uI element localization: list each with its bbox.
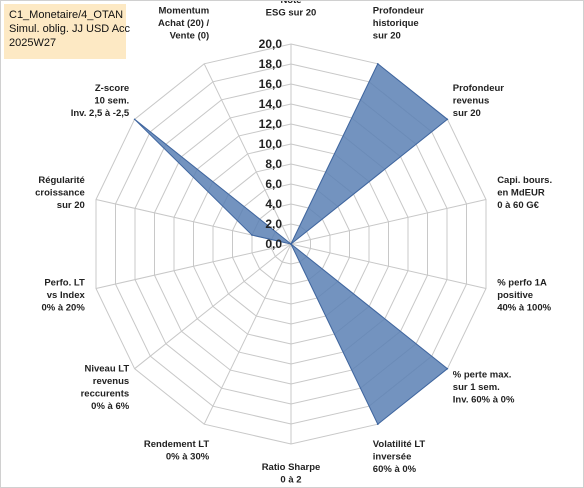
- spoke-9: [134, 243, 292, 370]
- spoke-3: [290, 199, 487, 245]
- axis-label-8: Rendement LT 0% à 30%: [144, 439, 210, 463]
- axis-label-11-line-2: sur 20: [57, 200, 85, 211]
- data-point-0-13: [290, 243, 292, 245]
- spoke-13: [203, 63, 292, 245]
- axis-label-10-line-1: vs Index: [47, 290, 86, 301]
- axis-label-12-line-1: 10 sem.: [94, 95, 129, 106]
- axis-label-8-line-1: 0% à 30%: [166, 452, 210, 463]
- axis-label-4-line-1: positive: [497, 290, 533, 301]
- axis-label-3: Capi. bours. en MdEUR 0 à 60 G€: [497, 175, 552, 211]
- axis-label-10-line-2: 0% à 20%: [41, 302, 85, 313]
- data-point-0-11: [251, 234, 253, 236]
- tick-label-8: 16,0: [259, 77, 283, 91]
- axis-label-1-line-1: historique: [373, 18, 419, 29]
- info-line-3: 2025W27: [9, 37, 57, 49]
- axis-label-2-line-1: revenus: [453, 95, 489, 106]
- axis-label-9-line-0: Niveau LT: [84, 363, 129, 374]
- tick-label-0: 0,0: [265, 237, 282, 251]
- data-point-0-6: [377, 423, 379, 426]
- axis-label-3-line-1: en MdEUR: [497, 188, 545, 199]
- info-box: C1_Monetaire/4_OTAN Simul. oblig. JJ USD…: [4, 4, 131, 59]
- axis-label-10: Perfo. LT vs Index 0% à 20%: [41, 277, 85, 313]
- axis-label-11-line-0: Régularité: [38, 175, 84, 186]
- axis-label-7: Ratio Sharpe 0 à 2: [262, 462, 321, 486]
- axis-label-13-line-1: Achat (20) /: [158, 18, 210, 29]
- axis-label-8-line-0: Rendement LT: [144, 439, 209, 450]
- data-point-0-1: [377, 63, 379, 65]
- axis-label-6-line-2: 60% à 0%: [373, 464, 417, 475]
- axis-label-6-line-0: Volatilité LT: [373, 439, 426, 450]
- data-point-0-2: [446, 118, 449, 121]
- axis-label-11: Régularité croissance sur 20: [35, 175, 85, 211]
- tick-label-4: 8,0: [265, 157, 282, 171]
- axis-label-5-line-1: sur 1 sem.: [453, 382, 500, 393]
- tick-label-1: 2,0: [265, 217, 282, 231]
- axis-label-13: Momentum Achat (20) / Vente (0): [158, 5, 210, 41]
- spoke-8: [203, 243, 292, 425]
- axis-label-4-line-2: 40% à 100%: [497, 302, 551, 313]
- axis-label-5: % perte max. sur 1 sem. Inv. 60% à 0%: [453, 370, 515, 406]
- axis-label-1-line-2: sur 20: [373, 30, 401, 41]
- axis-label-7-line-0: Ratio Sharpe: [262, 462, 321, 473]
- axis-label-4: % perfo 1A positive 40% à 100%: [497, 277, 551, 313]
- axis-label-0: Note ESG sur 20: [266, 1, 317, 19]
- axis-label-3-line-2: 0 à 60 G€: [497, 200, 539, 211]
- axis-label-0-line-1: ESG sur 20: [266, 8, 317, 19]
- axis-label-2: Profondeur revenus sur 20: [453, 83, 504, 119]
- axis-label-3-line-0: Capi. bours.: [497, 175, 552, 186]
- axis-label-9-line-2: reccurents: [81, 388, 130, 399]
- axis-label-0-line-0: Note: [280, 1, 301, 6]
- axis-label-2-line-0: Profondeur: [453, 83, 504, 94]
- tick-label-2: 4,0: [265, 197, 282, 211]
- axis-label-5-line-2: Inv. 60% à 0%: [453, 395, 515, 406]
- axis-label-9-line-1: revenus: [93, 376, 129, 387]
- tick-label-6: 12,0: [259, 117, 283, 131]
- axis-label-2-line-2: sur 20: [453, 108, 481, 119]
- axis-label-11-line-1: croissance: [35, 188, 85, 199]
- spoke-4: [290, 243, 487, 289]
- axis-label-6: Volatilité LT inversée 60% à 0%: [373, 439, 426, 475]
- tick-label-9: 18,0: [259, 57, 283, 71]
- tick-label-5: 10,0: [259, 137, 283, 151]
- axis-label-12: Z-score 10 sem. Inv. 2,5 à -2,5: [71, 83, 130, 119]
- tick-label-7: 14,0: [259, 97, 283, 111]
- axis-label-9-line-3: 0% à 6%: [91, 401, 130, 412]
- data-point-0-5: [446, 367, 449, 370]
- axis-label-13-line-2: Vente (0): [170, 30, 210, 41]
- axis-label-1-line-0: Profondeur: [373, 5, 424, 16]
- axis-label-6-line-1: inversée: [373, 452, 412, 463]
- info-line-2: Simul. oblig. JJ USD Acc: [9, 23, 131, 35]
- axis-label-1: Profondeur historique sur 20: [373, 5, 424, 41]
- tick-label-10: 20,0: [259, 37, 283, 51]
- axis-label-9: Niveau LT revenus reccurents 0% à 6%: [81, 363, 130, 412]
- info-line-1: C1_Monetaire/4_OTAN: [9, 9, 124, 21]
- axis-label-13-line-0: Momentum: [159, 5, 210, 16]
- axis-label-5-line-0: % perte max.: [453, 370, 512, 381]
- axis-label-12-line-0: Z-score: [95, 83, 129, 94]
- spoke-10: [95, 243, 292, 289]
- data-point-0-12: [133, 118, 136, 121]
- axis-label-7-line-1: 0 à 2: [280, 475, 301, 486]
- axis-label-12-line-2: Inv. 2,5 à -2,5: [71, 108, 130, 119]
- tick-label-3: 6,0: [265, 177, 282, 191]
- axis-label-4-line-0: % perfo 1A: [497, 277, 547, 288]
- axis-label-10-line-0: Perfo. LT: [44, 277, 85, 288]
